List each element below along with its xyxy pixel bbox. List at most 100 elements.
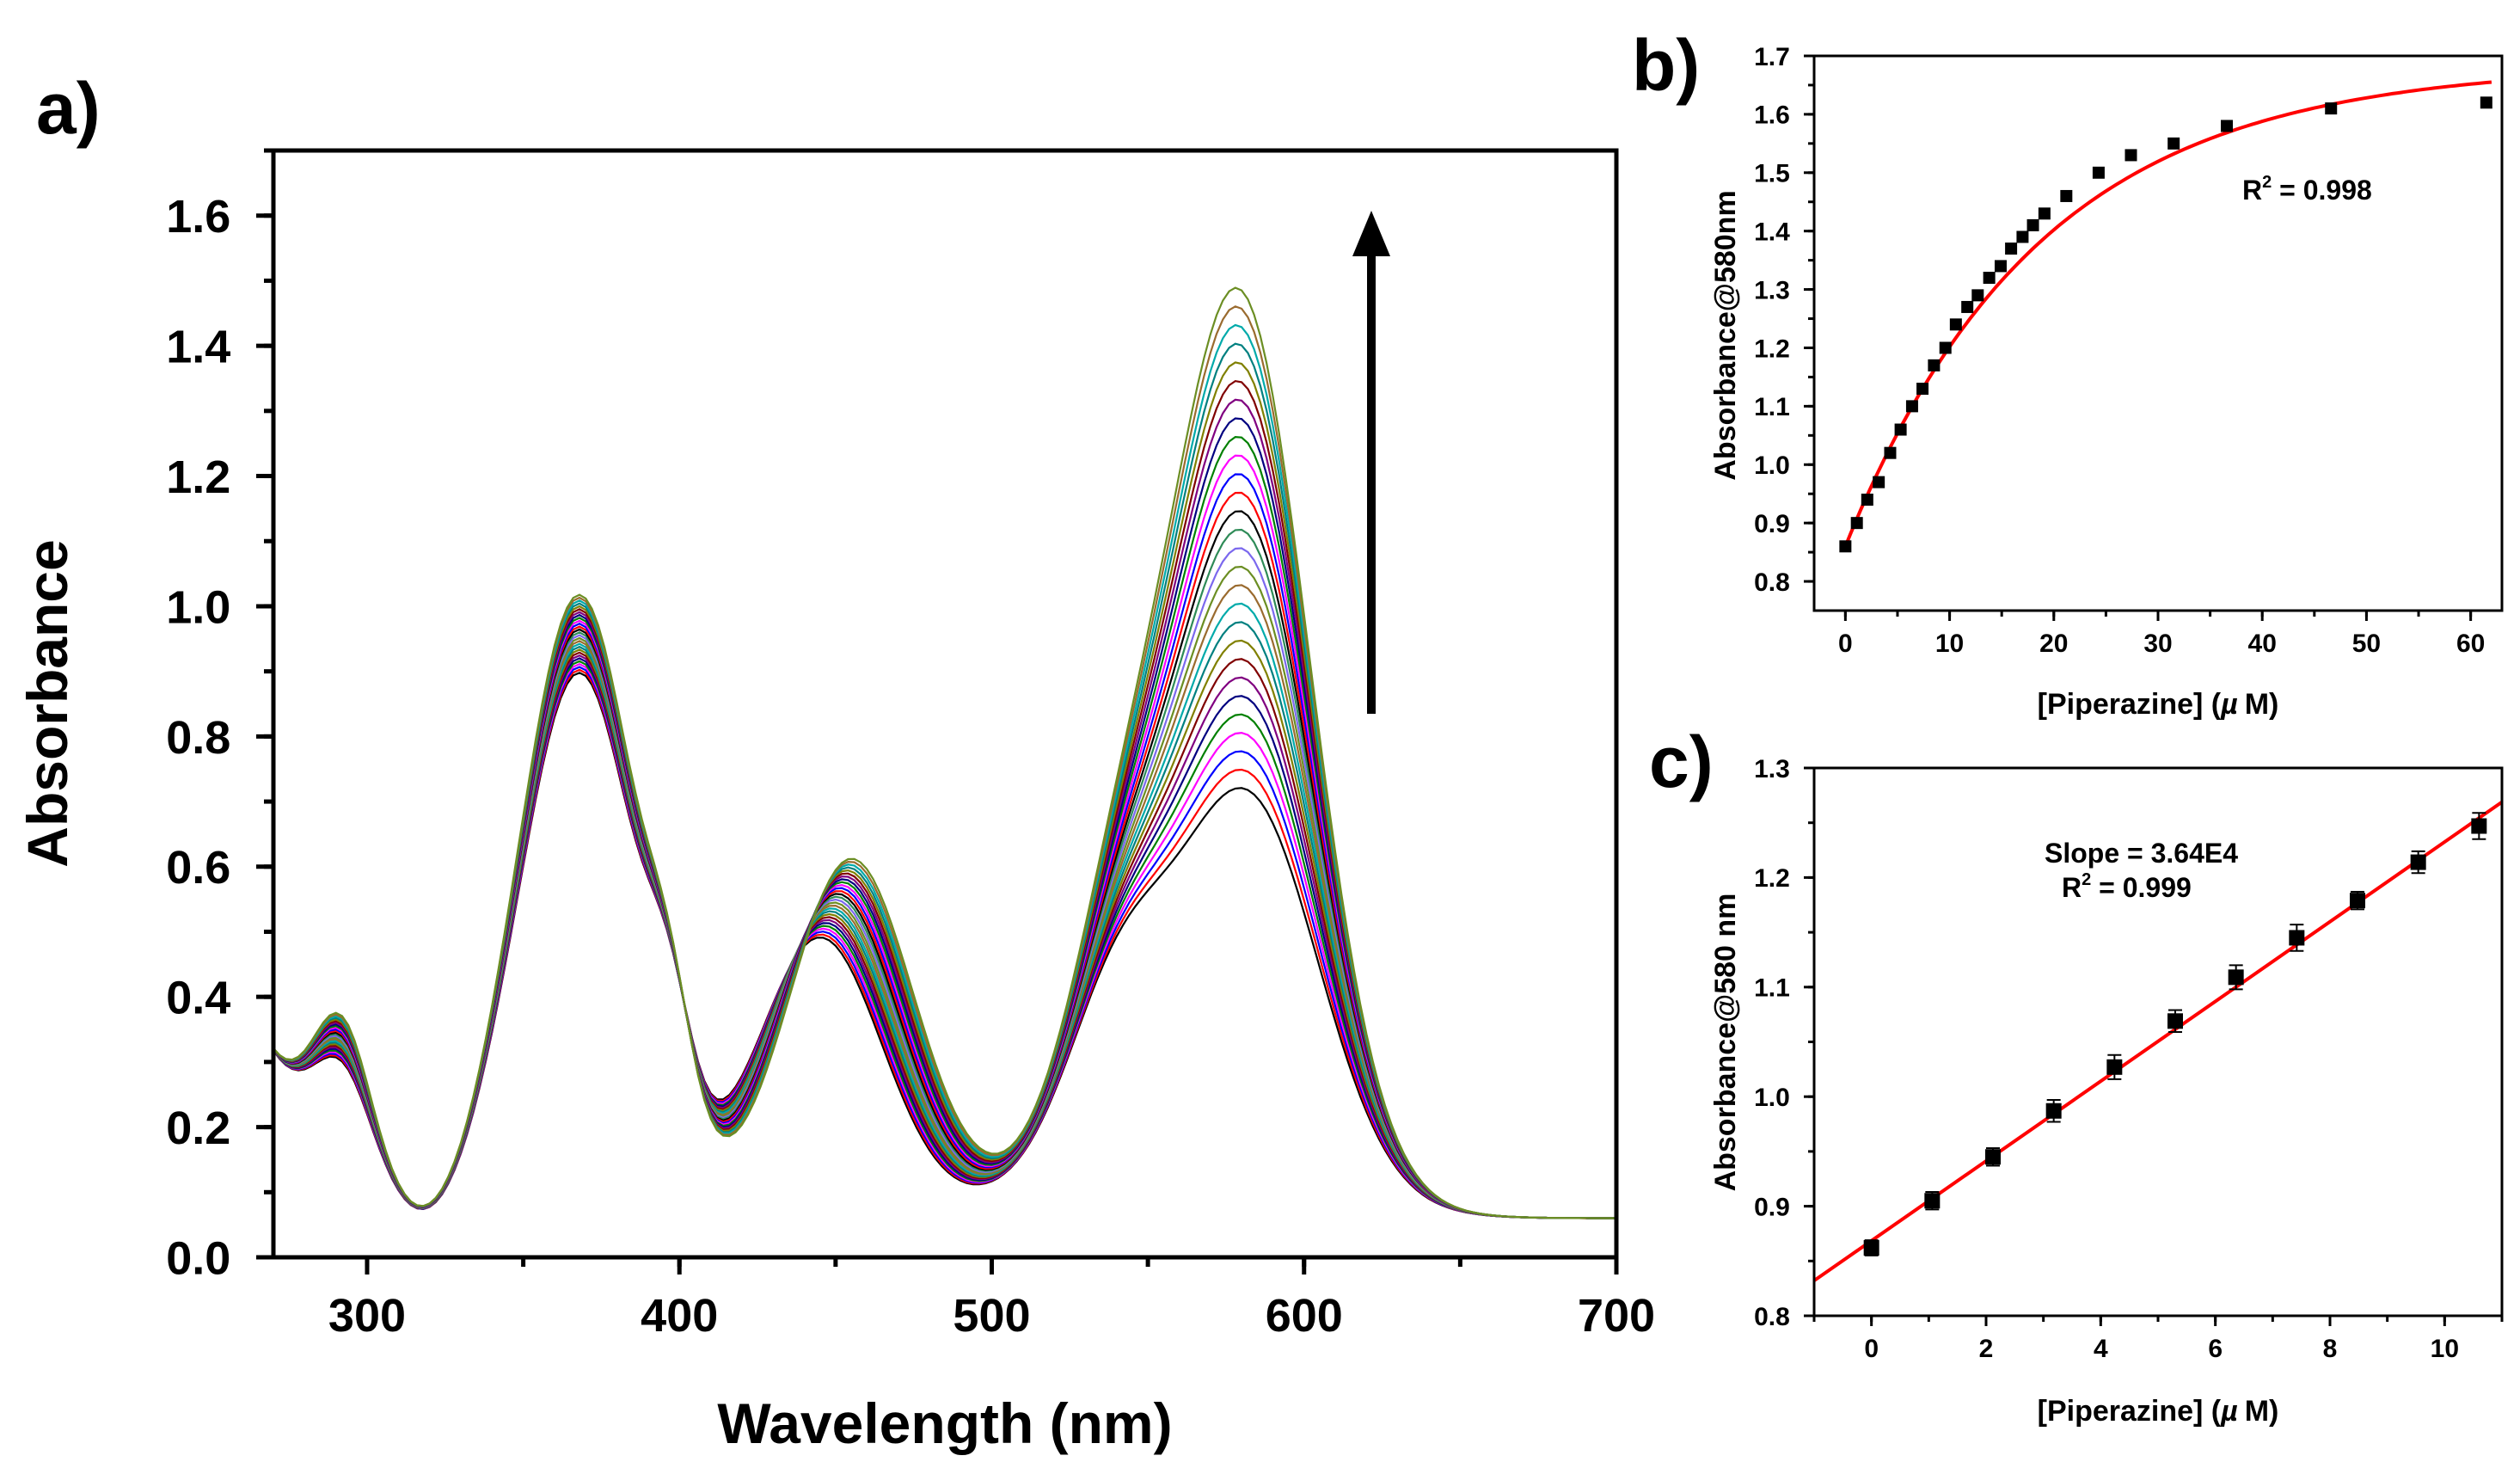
data-point bbox=[1884, 446, 1897, 459]
panel-c-label: c) bbox=[1649, 722, 1714, 802]
data-point bbox=[2092, 166, 2105, 179]
data-point bbox=[2289, 930, 2305, 946]
data-point bbox=[2471, 818, 2487, 834]
r2-exponent: 2 bbox=[2082, 870, 2091, 889]
data-point bbox=[1971, 289, 1984, 302]
spectrum-line bbox=[273, 286, 1616, 1219]
panel-b-label: b) bbox=[1632, 25, 1700, 106]
panel-b-xtick-label: 20 bbox=[2039, 630, 2068, 658]
data-point bbox=[2350, 893, 2365, 909]
data-point bbox=[1939, 341, 1952, 354]
data-point bbox=[1894, 423, 1907, 436]
panel-a-ytick-label: 1.2 bbox=[166, 451, 230, 503]
panel-c-frame bbox=[1812, 766, 2504, 1318]
panel-a-ytick-label: 1.0 bbox=[166, 581, 230, 633]
panel-b-fit-curve bbox=[1843, 80, 2492, 548]
panel-b-ylabel: Absorbance@580nm bbox=[1709, 190, 1742, 480]
panel-c-ylabel: Absorbance@580 nm bbox=[1709, 894, 1742, 1192]
panel-c-ytick-label: 1.3 bbox=[1754, 755, 1790, 783]
panel-a-ytick-label: 1.6 bbox=[166, 191, 230, 243]
data-point bbox=[2480, 96, 2492, 109]
data-point bbox=[1961, 300, 1974, 313]
data-point bbox=[1850, 517, 1863, 530]
data-point bbox=[1949, 318, 1962, 331]
panel-b-xlabel: [Piperazine] (µ M) bbox=[2038, 688, 2279, 721]
panel-c-ytick-label: 1.1 bbox=[1754, 974, 1790, 1003]
panel-a-ticks: 300 400 500 600 700 0.0 0.2 0.4 0.6 0.8 1.0 1.2 1.4 1… bbox=[166, 148, 1655, 1342]
panel-c-r2: R2 = 0.999 bbox=[2062, 870, 2192, 903]
panel-a-xtick-label: 300 bbox=[328, 1290, 406, 1342]
spectrum-line bbox=[273, 305, 1616, 1219]
panel-b-xtick-label: 30 bbox=[2143, 630, 2172, 658]
panel-b-xtick-label: 0 bbox=[1838, 630, 1853, 658]
panel-a-frame bbox=[271, 148, 1619, 1260]
panel-c-xtick-label: 10 bbox=[2431, 1335, 2459, 1363]
data-point bbox=[1994, 260, 2007, 273]
data-point bbox=[1983, 272, 1996, 284]
data-point bbox=[1985, 1149, 2001, 1165]
panel-a-ytick-label: 0.8 bbox=[166, 712, 230, 764]
panel-c-xtick-label: 4 bbox=[2094, 1335, 2108, 1363]
panel-b-ytick-label: 1.0 bbox=[1754, 451, 1790, 480]
data-point bbox=[1905, 400, 1918, 413]
panel-c-xtick-label: 8 bbox=[2323, 1335, 2338, 1363]
data-point bbox=[2016, 230, 2029, 243]
panel-a-spectra: a) 300 400 500 600 700 0.0 0.2 0.4 0.6 0.8 1.0 1.2 1… bbox=[15, 68, 1655, 1455]
panel-b-xtick-label: 10 bbox=[1935, 630, 1964, 658]
panel-c-ytick-label: 1.2 bbox=[1754, 864, 1790, 893]
xlabel-unit: µ bbox=[2220, 1395, 2238, 1428]
panel-b-ytick-label: 1.3 bbox=[1754, 276, 1790, 304]
panel-c-xtick-label: 6 bbox=[2208, 1335, 2223, 1363]
panel-a-ytick-label: 0.4 bbox=[166, 973, 230, 1024]
increase-arrow bbox=[1352, 211, 1390, 714]
panel-a-ytick-label: 0.0 bbox=[166, 1232, 230, 1284]
panel-b-ytick-label: 1.6 bbox=[1754, 101, 1790, 130]
data-point bbox=[1839, 540, 1852, 553]
panel-a-xtick-label: 600 bbox=[1266, 1290, 1343, 1342]
panel-c-linear: c) 0 2 4 6 8 10 0.8 0.9 1.0 1.1 1.2 1.3 Slope = 3.6… bbox=[1649, 722, 2504, 1428]
data-point bbox=[1916, 383, 1929, 395]
panel-b-points bbox=[1839, 96, 2492, 553]
panel-b-xtick-label: 60 bbox=[2456, 630, 2485, 658]
panel-b-ytick-label: 1.5 bbox=[1754, 160, 1790, 188]
data-point bbox=[1861, 494, 1873, 506]
data-point bbox=[2038, 207, 2051, 220]
xlabel-suffix: M) bbox=[2245, 1395, 2279, 1428]
panel-c-ytick-label: 0.9 bbox=[1754, 1193, 1790, 1221]
data-point bbox=[2221, 120, 2233, 132]
data-point bbox=[2167, 1013, 2183, 1029]
panel-c-slope: Slope = 3.64E4 bbox=[2045, 838, 2238, 869]
data-point bbox=[2410, 854, 2426, 870]
data-point bbox=[2060, 189, 2073, 202]
panel-a-ylabel: Absorbance bbox=[15, 539, 79, 867]
panel-b-ytick-label: 0.9 bbox=[1754, 510, 1790, 538]
panel-c-xlabel: [Piperazine] (µ M) bbox=[2038, 1395, 2279, 1428]
panel-b-xtick-label: 50 bbox=[2352, 630, 2381, 658]
panel-a-xtick-label: 500 bbox=[953, 1290, 1030, 1342]
panel-b-ytick-label: 1.4 bbox=[1754, 218, 1790, 246]
xlabel-unit: µ bbox=[2220, 688, 2238, 721]
panel-a-ytick-label: 0.6 bbox=[166, 842, 230, 894]
data-point bbox=[1873, 476, 1885, 488]
data-point bbox=[2325, 102, 2338, 115]
panel-b-ytick-label: 1.1 bbox=[1754, 393, 1790, 421]
data-point bbox=[2026, 218, 2039, 231]
panel-b-ticks: 0 10 20 30 40 50 60 0.8 0.9 1.0 1.1 1.2 1.3 1.4 1.5 1.6… bbox=[1754, 43, 2485, 658]
panel-b-ytick-label: 1.2 bbox=[1754, 335, 1790, 363]
panel-a-ytick-label: 1.4 bbox=[166, 322, 230, 373]
data-point bbox=[2228, 969, 2244, 986]
panel-c-ytick-label: 0.8 bbox=[1754, 1303, 1790, 1331]
data-point bbox=[2125, 149, 2137, 162]
xlabel-text: [Piperazine] ( bbox=[2038, 1395, 2222, 1428]
r2-exponent: 2 bbox=[2262, 173, 2272, 192]
panel-b-frame bbox=[1812, 54, 2504, 612]
spectrum-line bbox=[273, 323, 1616, 1219]
r2-value: = 0.998 bbox=[2272, 175, 2372, 206]
data-point bbox=[2045, 1103, 2062, 1119]
panel-a-xtick-label: 700 bbox=[1578, 1290, 1655, 1342]
spectra-curves bbox=[273, 286, 1616, 1219]
data-point bbox=[1924, 1193, 1941, 1209]
panel-a-xtick-label: 400 bbox=[641, 1290, 718, 1342]
panel-b-r2: R2 = 0.998 bbox=[2242, 173, 2372, 206]
